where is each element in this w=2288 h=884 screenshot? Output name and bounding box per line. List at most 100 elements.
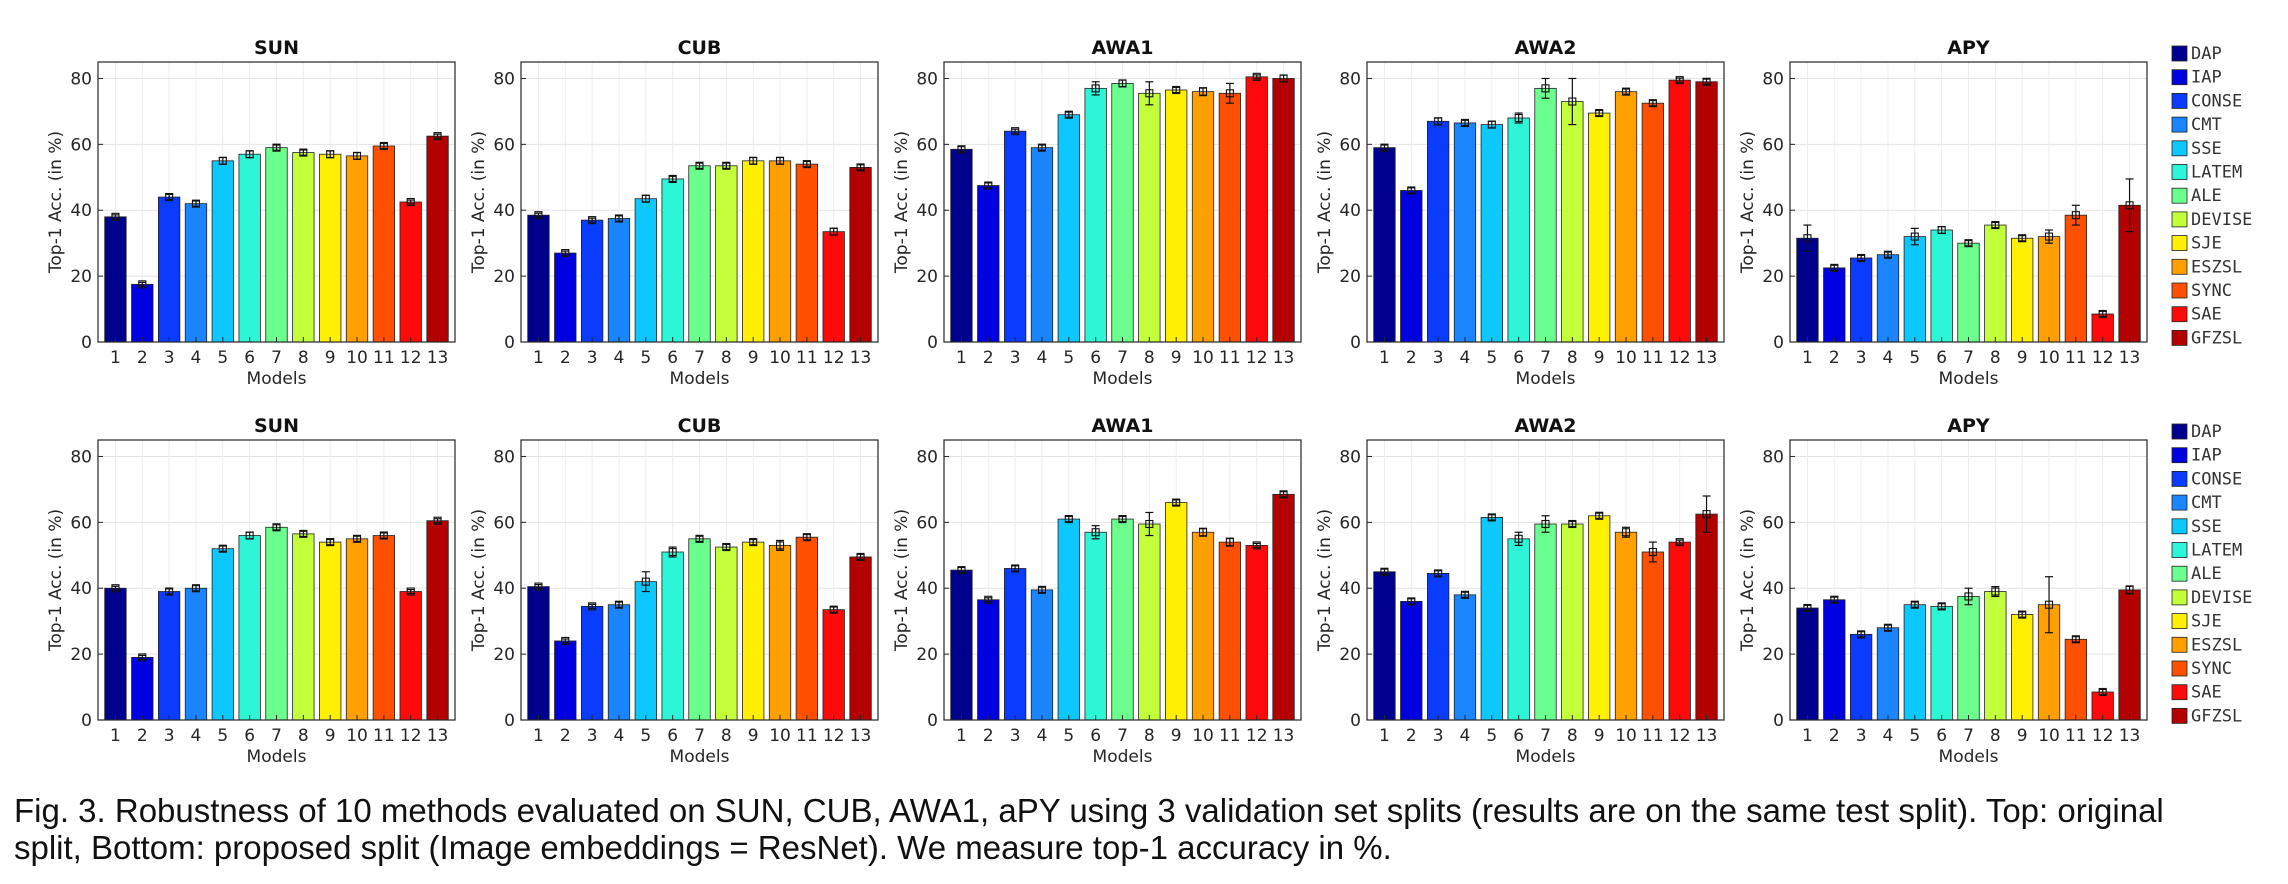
mean-marker xyxy=(1937,602,1946,611)
x-tick-label: 10 xyxy=(2038,348,2060,368)
x-tick-label: 8 xyxy=(721,348,732,368)
mean-marker xyxy=(775,541,785,550)
x-tick-label: 2 xyxy=(1406,348,1417,368)
mean-marker xyxy=(2018,610,2027,619)
y-tick-label: 20 xyxy=(70,645,92,665)
bar xyxy=(1453,122,1477,343)
chart-title: AWA1 xyxy=(1092,37,1154,59)
x-tick-label: 1 xyxy=(1379,726,1390,746)
mean-marker xyxy=(1675,76,1684,85)
mean-marker xyxy=(1380,143,1389,152)
mean-marker xyxy=(1514,534,1523,543)
chart-title: AWA2 xyxy=(1515,415,1577,437)
x-tick-label: 5 xyxy=(640,726,651,746)
x-tick-label: 7 xyxy=(1963,726,1974,746)
legend-label: ALE xyxy=(2191,186,2222,206)
y-tick-label: 20 xyxy=(70,267,92,287)
bar xyxy=(131,657,154,721)
legend-swatch xyxy=(2171,329,2188,346)
bar xyxy=(661,551,684,721)
mean-marker xyxy=(1487,513,1496,522)
legend-label: ESZSL xyxy=(2191,635,2242,655)
bar xyxy=(1272,78,1295,343)
legend-label: SJE xyxy=(2191,612,2222,632)
mean-marker xyxy=(1252,72,1261,81)
mean-marker xyxy=(1964,239,1973,248)
x-tick-label: 7 xyxy=(1117,726,1128,746)
chart-title: AWA1 xyxy=(1092,415,1154,437)
y-tick-label: 60 xyxy=(493,513,515,533)
mean-marker xyxy=(1803,234,1812,243)
bar xyxy=(1796,607,1819,721)
legend-swatch xyxy=(2171,116,2188,133)
x-tick-label: 3 xyxy=(1010,348,1021,368)
y-tick-label: 40 xyxy=(916,579,938,599)
legend-swatch xyxy=(2171,542,2188,558)
mean-marker xyxy=(1225,89,1234,98)
y-tick-label: 60 xyxy=(916,513,938,533)
x-tick-label: 6 xyxy=(667,726,678,746)
bar xyxy=(1057,518,1080,721)
legend-label: LATEM xyxy=(2191,541,2242,561)
x-tick-label: 3 xyxy=(587,348,598,368)
bar xyxy=(1957,242,1980,343)
chart-title: APY xyxy=(1947,37,1990,59)
bar xyxy=(131,283,154,343)
y-axis-label: Top-1 Acc. (in %) xyxy=(46,509,66,652)
legend-label: CMT xyxy=(2191,115,2222,135)
x-tick-label: 8 xyxy=(721,726,732,746)
x-tick-label: 9 xyxy=(2017,348,2028,368)
mean-marker xyxy=(1407,186,1416,195)
x-tick-label: 13 xyxy=(2119,348,2141,368)
y-axis-label: Top-1 Acc. (in %) xyxy=(469,131,489,274)
bar xyxy=(345,538,369,721)
mean-marker xyxy=(1460,118,1470,127)
x-tick-label: 12 xyxy=(823,726,845,746)
legend-swatch xyxy=(2171,470,2188,487)
bar xyxy=(184,587,208,721)
bar xyxy=(688,538,711,721)
x-axis-label: Models xyxy=(247,747,307,767)
bar xyxy=(554,640,577,721)
bar xyxy=(1561,101,1584,343)
x-tick-label: 11 xyxy=(1642,348,1664,368)
legend-swatch xyxy=(2171,187,2188,204)
legend-swatch xyxy=(2171,660,2188,677)
y-axis-label: Top-1 Acc. (in %) xyxy=(1315,131,1335,274)
legend-label: SSE xyxy=(2191,139,2222,159)
y-axis-label: Top-1 Acc. (in %) xyxy=(1315,509,1335,652)
x-tick-label: 6 xyxy=(1513,348,1524,368)
x-tick-label: 1 xyxy=(1379,348,1390,368)
x-tick-label: 5 xyxy=(217,726,228,746)
x-tick-label: 13 xyxy=(1273,348,1295,368)
x-tick-label: 5 xyxy=(1486,726,1497,746)
bar xyxy=(1400,190,1423,343)
mean-marker xyxy=(1803,603,1812,613)
x-tick-label: 3 xyxy=(1856,726,1867,746)
mean-marker xyxy=(722,543,731,552)
bar xyxy=(1111,518,1134,721)
y-tick-label: 0 xyxy=(504,333,515,353)
legend-label: SYNC xyxy=(2191,281,2232,301)
x-tick-label: 4 xyxy=(191,726,202,746)
mean-marker xyxy=(1225,538,1234,547)
bar xyxy=(950,148,973,343)
y-axis-label: Top-1 Acc. (in %) xyxy=(1738,131,1758,274)
bar xyxy=(1138,523,1161,721)
bar xyxy=(1695,513,1718,721)
mean-marker xyxy=(2098,687,2107,697)
y-tick-label: 20 xyxy=(916,267,938,287)
legend-swatch xyxy=(2171,518,2188,535)
y-tick-label: 0 xyxy=(1773,711,1784,731)
x-tick-label: 6 xyxy=(244,726,255,746)
mean-marker xyxy=(1568,97,1577,106)
mean-marker xyxy=(695,161,704,170)
x-tick-label: 13 xyxy=(1696,348,1718,368)
mean-marker xyxy=(1118,79,1127,88)
y-tick-label: 60 xyxy=(916,135,938,155)
x-tick-label: 9 xyxy=(748,726,759,746)
mean-marker xyxy=(1011,564,1020,573)
legend-swatch xyxy=(2171,494,2188,511)
